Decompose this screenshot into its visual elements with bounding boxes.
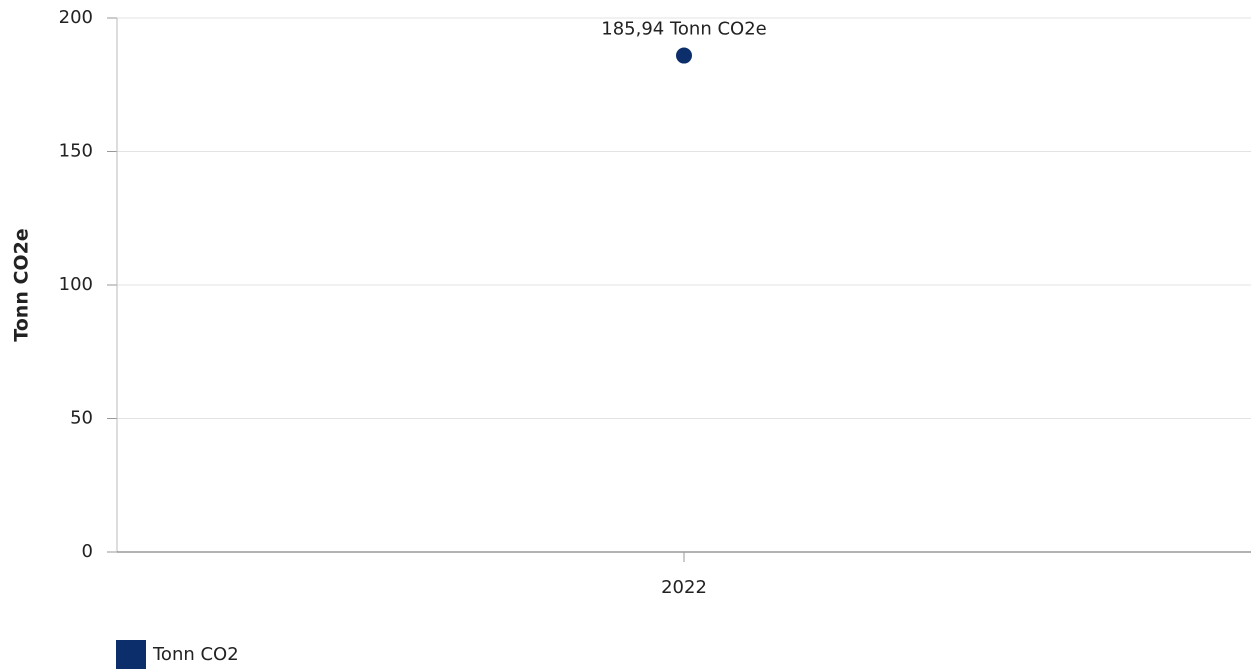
x-tick-label: 2022 — [661, 577, 707, 598]
y-axis-title: Tonn CO2e — [11, 228, 33, 341]
y-tick-label: 0 — [82, 541, 93, 562]
data-point — [676, 47, 692, 64]
y-tick-label: 150 — [59, 141, 93, 162]
y-tick-label: 50 — [70, 408, 93, 429]
legend-label: Tonn CO2 — [152, 644, 239, 665]
y-tick-label: 200 — [59, 7, 93, 28]
data-label: 185,94 Tonn CO2e — [601, 19, 766, 40]
y-tick-label: 100 — [59, 274, 93, 295]
legend-swatch — [116, 640, 146, 669]
